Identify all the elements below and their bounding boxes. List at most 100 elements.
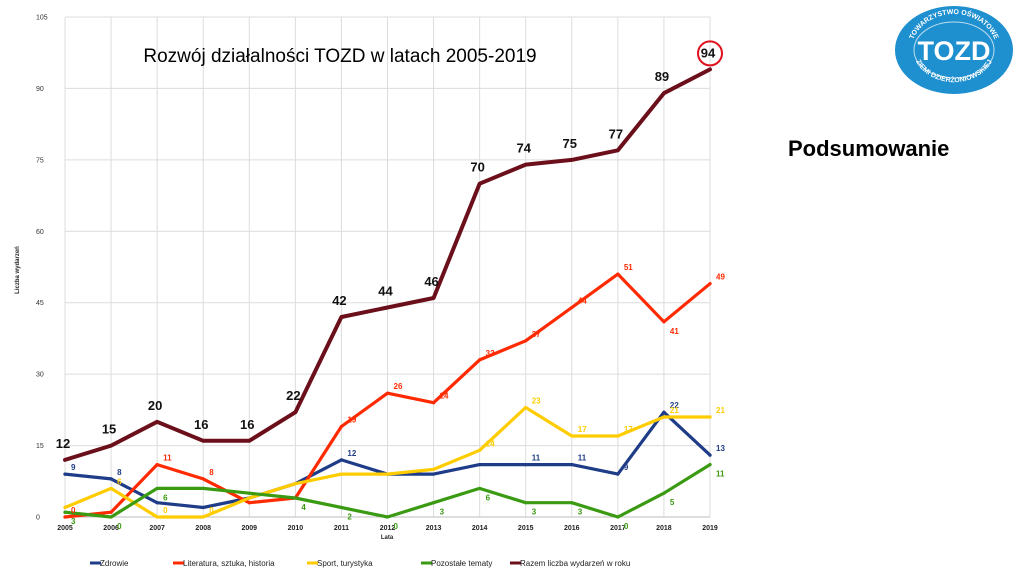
data-point [247,501,251,505]
total-data-label: 16 [194,417,208,432]
data-point [155,486,159,491]
data-point [155,420,159,424]
series-data-label: 14 [486,439,495,448]
series-data-label: 13 [716,444,725,453]
total-data-label: 16 [240,417,254,432]
legend-entry: Zdrowie [100,559,129,568]
series-data-label: 41 [670,327,679,336]
data-point [708,453,712,457]
data-point [662,415,666,419]
logo-ellipse [895,6,1013,94]
series-data-label: 44 [578,296,587,305]
data-point [201,439,205,443]
data-point [155,501,159,505]
data-point [247,439,251,443]
series-data-label: 8 [117,468,122,477]
data-point [570,158,574,162]
data-point [662,91,666,95]
data-point [570,434,574,438]
data-point [109,510,113,514]
data-point [109,443,113,448]
data-point [339,505,344,510]
series-data-label: 12 [347,449,356,458]
data-point [431,296,436,300]
x-tick-label: 2017 [610,525,626,532]
data-point [616,272,620,276]
x-tick-label: 2008 [195,525,211,532]
x-tick-label: 2011 [334,525,349,532]
series-data-label: 8 [209,468,214,477]
series-data-label: 6 [163,493,168,502]
series-data-label: 3 [71,517,76,526]
data-point [616,472,620,476]
total-data-label: 12 [56,436,70,451]
legend: Zdrowie Literatura, sztuka, historia Sport… [90,559,630,568]
data-point [431,401,436,405]
y-tick-label: 0 [36,515,40,522]
series-data-label: 21 [670,406,679,415]
data-point [616,515,620,519]
data-point [201,505,205,510]
data-point [616,434,620,438]
data-point [478,486,482,491]
series-data-label: 22 [670,401,679,410]
data-point [63,458,67,462]
series-data-label: 9 [624,463,629,472]
data-point [293,410,297,414]
chart-title: Rozwój działalności TOZD w latach 2005-2… [143,46,536,67]
series-data-label: 0 [624,522,629,531]
x-tick-label: 2006 [103,525,119,532]
x-axis-title: Lata [381,535,394,541]
x-tick-label: 2007 [149,525,165,532]
series-data-label: 3 [532,508,537,517]
series-data-label: 17 [578,425,587,434]
data-point [570,305,574,310]
data-point [431,467,436,471]
total-data-label: 20 [148,398,162,413]
x-tick-label: 2009 [241,525,257,532]
data-point [63,472,67,476]
data-point [247,491,251,495]
total-data-label: 94 [701,45,716,60]
series-data-label: 11 [578,454,587,463]
series-data-label: 0 [163,506,168,515]
total-data-label: 42 [332,293,346,308]
series-data-label: 3 [578,508,583,517]
series-lines [63,67,712,519]
legend-entry: Literatura, sztuka, historia [183,559,275,568]
series-data-label: 6 [117,477,122,486]
legend-entry: Razem liczba wydarzeń w roku [520,559,630,568]
data-point [247,496,251,500]
data-point [339,472,344,476]
series-data-label: 0 [117,522,122,531]
data-point [662,320,666,324]
legend-entry: Pozostałe tematy [431,559,492,568]
data-point [63,510,67,514]
data-point [385,472,390,476]
total-data-label: 44 [378,283,393,298]
data-point [385,391,390,395]
data-point [201,515,205,519]
series-data-label: 3 [440,508,445,517]
data-point [63,515,67,519]
y-tick-label: 15 [36,443,44,450]
data-point [385,305,390,310]
x-tick-label: 2018 [656,525,672,532]
total-data-label: 70 [470,160,484,175]
data-point [155,515,159,519]
series-data-label: 11 [163,454,172,463]
series-data-label: 51 [624,263,633,272]
total-data-label: 74 [516,141,531,156]
data-point [431,501,436,505]
x-tick-label: 2015 [518,525,534,532]
series-data-label: 9 [71,463,76,472]
data-point [478,358,482,362]
series-data-label: 49 [716,273,725,282]
total-data-label: 89 [655,69,669,84]
data-point [109,515,113,519]
y-tick-label: 90 [36,86,44,93]
y-tick-label: 30 [36,372,44,379]
data-point [570,501,574,505]
